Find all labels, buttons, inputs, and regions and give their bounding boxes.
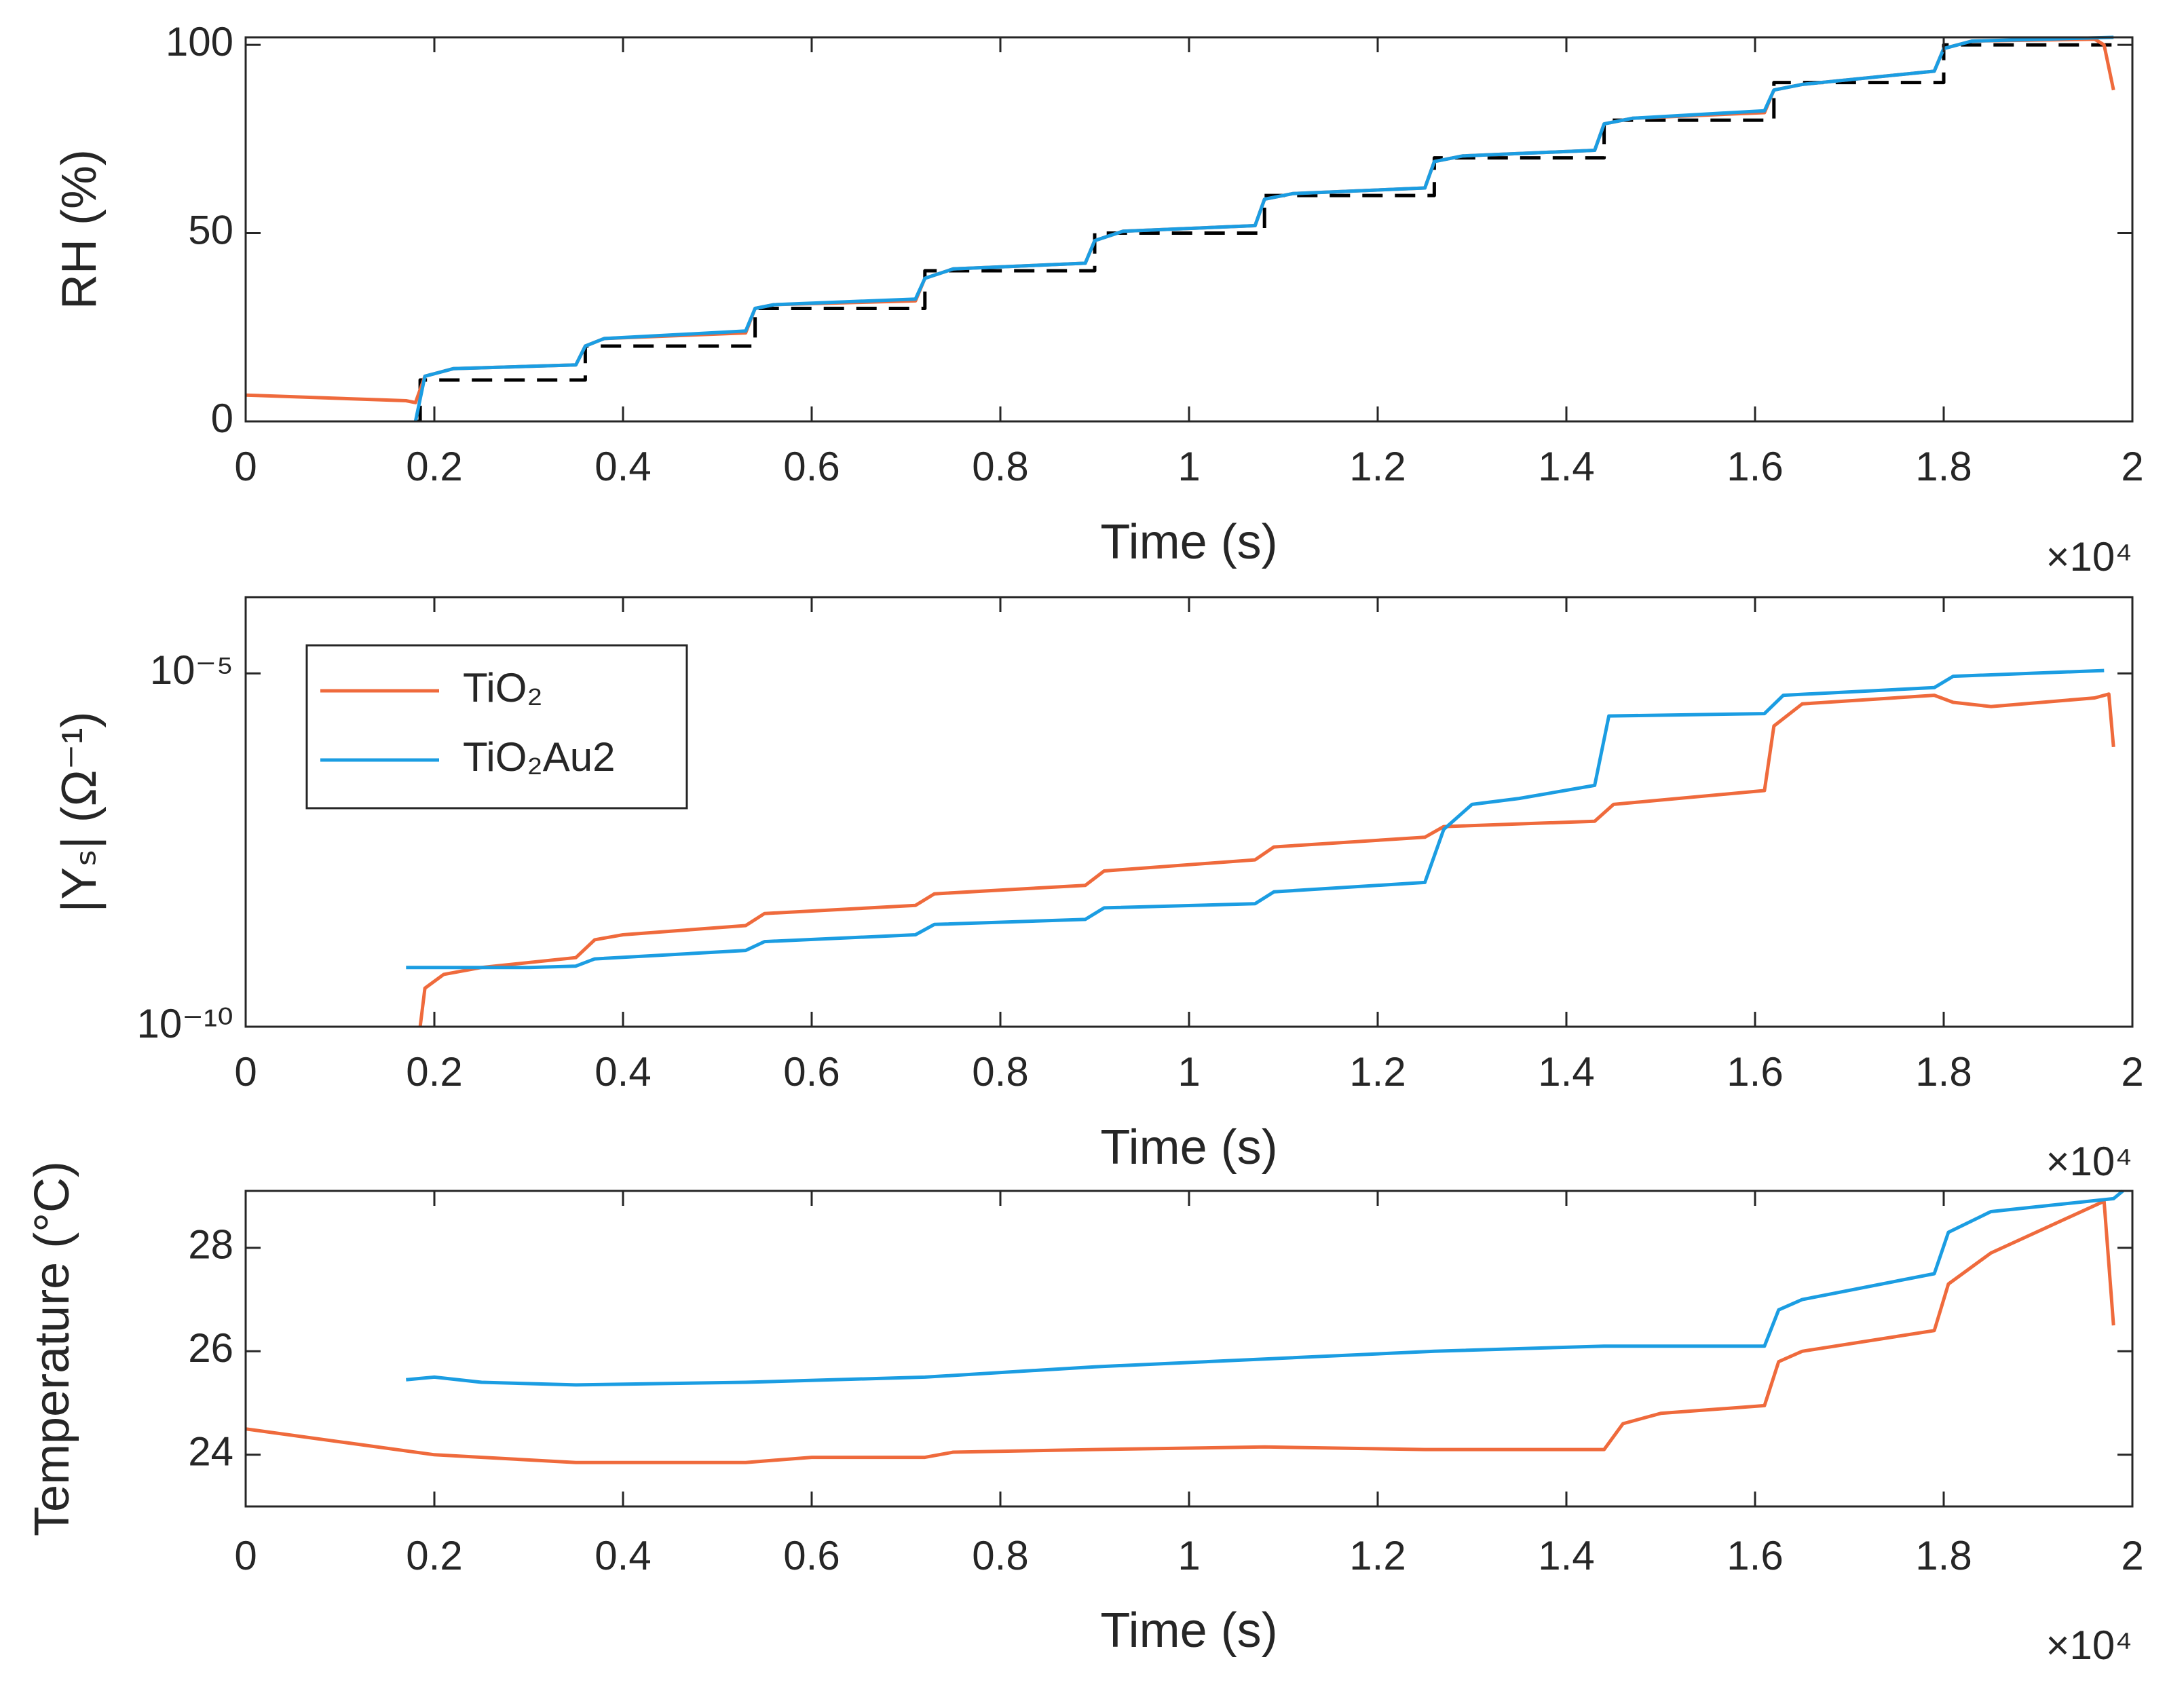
x-tick-label: 2	[2121, 444, 2143, 489]
y-tick-label: 0	[211, 396, 233, 441]
legend-label: TiO₂Au2	[463, 734, 615, 780]
x-tick-label: 0.8	[972, 1049, 1028, 1095]
y-tick-label: 10⁻¹⁰	[137, 1001, 233, 1046]
x-tick-label: 1	[1177, 444, 1200, 489]
x-tick-label: 1.2	[1349, 1533, 1406, 1578]
x-tick-label: 1.4	[1538, 444, 1594, 489]
x-tick-label: 0.2	[406, 1049, 462, 1095]
x-tick-label: 0.4	[595, 1533, 651, 1578]
x-tick-label: 0.2	[406, 444, 462, 489]
data-line	[413, 35, 2114, 421]
data-line	[246, 37, 2115, 404]
x-tick-label: 2	[2121, 1049, 2143, 1095]
data-line	[418, 692, 2115, 1027]
plot-area	[406, 668, 2115, 1027]
x-axis-label: Time (s)	[1100, 1120, 1277, 1175]
x-tick-label: 1.4	[1538, 1533, 1594, 1578]
x-exponent-label: ×10⁴	[2046, 534, 2132, 580]
x-tick-label: 0.6	[783, 444, 840, 489]
x-tick-label: 1.6	[1727, 1533, 1783, 1578]
y-axis-label: Temperature (°C)	[25, 1161, 79, 1536]
x-tick-label: 1.8	[1915, 1049, 1972, 1095]
x-tick-label: 1.8	[1915, 1533, 1972, 1578]
x-tick-label: 1.8	[1915, 444, 1972, 489]
x-tick-label: 0	[234, 1533, 257, 1578]
x-tick-label: 1	[1177, 1533, 1200, 1578]
x-tick-label: 2	[2121, 1533, 2143, 1578]
x-tick-label: 0.8	[972, 444, 1028, 489]
x-tick-label: 1	[1177, 1049, 1200, 1095]
y-tick-label: 100	[166, 19, 233, 64]
x-tick-label: 1.2	[1349, 444, 1406, 489]
x-tick-label: 0.6	[783, 1049, 840, 1095]
x-tick-label: 0.4	[595, 1049, 651, 1095]
x-tick-label: 0	[234, 1049, 257, 1095]
data-line	[246, 1199, 2115, 1464]
y-tick-label: 28	[188, 1222, 233, 1268]
x-tick-label: 0.8	[972, 1533, 1028, 1578]
legend-label: TiO₂	[463, 665, 543, 710]
x-exponent-label: ×10⁴	[2046, 1622, 2132, 1668]
y-axis-label: |Yₛ| (Ω⁻¹)	[52, 711, 107, 912]
x-tick-label: 0.2	[406, 1533, 462, 1578]
x-tick-label: 0	[234, 444, 257, 489]
x-tick-label: 1.2	[1349, 1049, 1406, 1095]
x-axis-label: Time (s)	[1100, 515, 1277, 569]
data-line	[406, 668, 2105, 970]
plot-area	[246, 1190, 2124, 1464]
y-axis-label: RH (%)	[52, 149, 107, 309]
x-tick-label: 1.4	[1538, 1049, 1594, 1095]
y-tick-label: 10⁻⁵	[150, 647, 233, 693]
x-tick-label: 0.4	[595, 444, 651, 489]
data-line	[406, 1190, 2124, 1387]
y-tick-label: 50	[188, 207, 233, 252]
plot-area	[246, 35, 2115, 421]
x-axis-label: Time (s)	[1100, 1603, 1277, 1658]
x-tick-label: 1.6	[1727, 1049, 1783, 1095]
x-tick-label: 1.6	[1727, 444, 1783, 489]
y-tick-label: 24	[188, 1429, 233, 1475]
y-tick-label: 26	[188, 1325, 233, 1371]
x-tick-label: 0.6	[783, 1533, 840, 1578]
data-line	[415, 43, 2114, 421]
x-exponent-label: ×10⁴	[2046, 1139, 2132, 1184]
legend-box	[305, 644, 688, 810]
